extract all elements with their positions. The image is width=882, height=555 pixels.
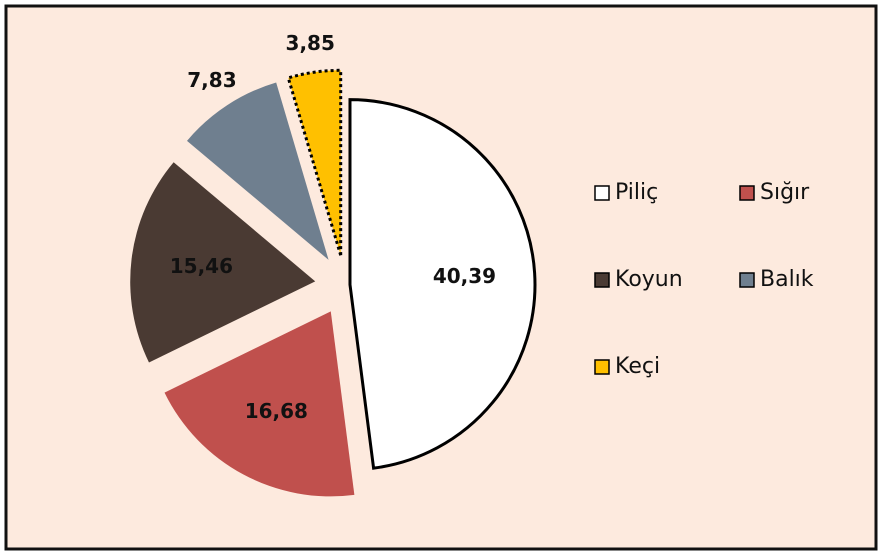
data-label: 3,85 (286, 31, 335, 55)
data-label: 40,39 (433, 264, 496, 288)
chart: 40,39 16,68 15,46 7,83 3,85 Piliç Sığır Koyun Ba… (0, 0, 882, 555)
legend-label: Koyun (615, 267, 683, 292)
legend-label: Balık (760, 267, 814, 292)
legend-label: Keçi (615, 354, 660, 379)
data-label: 15,46 (170, 254, 233, 278)
legend-swatch (740, 186, 754, 200)
legend-label: Piliç (615, 180, 658, 205)
legend-swatch (595, 273, 609, 287)
data-label: 7,83 (187, 68, 236, 92)
legend-swatch (595, 360, 609, 374)
legend-swatch (595, 186, 609, 200)
data-label: 16,68 (245, 399, 308, 423)
legend-label: Sığır (760, 180, 810, 205)
legend-swatch (740, 273, 754, 287)
